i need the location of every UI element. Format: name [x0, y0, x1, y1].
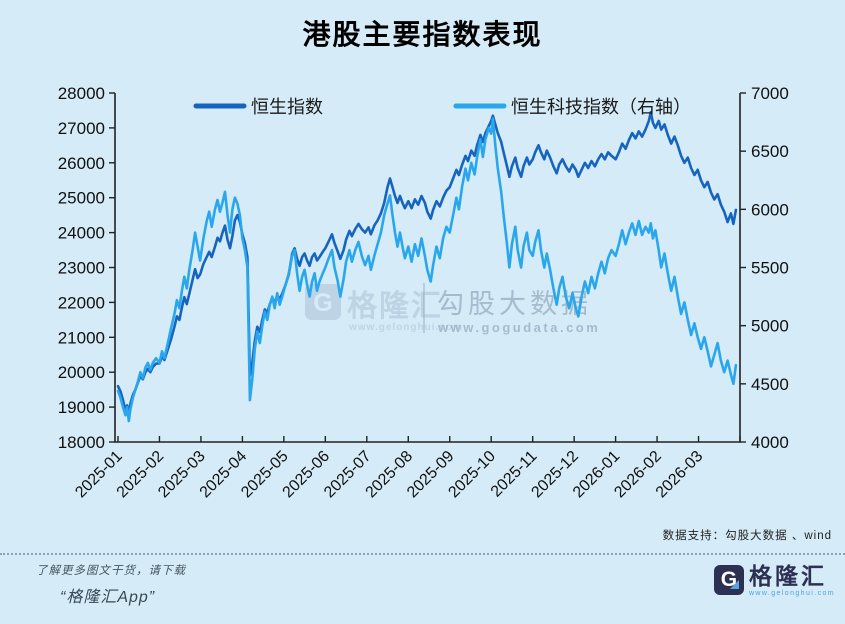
x-tick-label: 2026-03: [653, 448, 707, 502]
brand-logo: G 格隆汇 www.gelonghui.com: [713, 563, 835, 597]
y-right-tick-label: 6000: [751, 200, 789, 219]
data-support-note: 数据支持：勾股大数据 、wind: [662, 530, 832, 542]
watermark-logo-icon: [305, 284, 341, 320]
y-right-tick-label: 5000: [751, 317, 789, 336]
y-left-tick-label: 28000: [58, 84, 105, 103]
y-left-tick-label: 18000: [58, 433, 105, 452]
brand-site-url: www.gelonghui.com: [748, 590, 835, 597]
y-left-tick-label: 21000: [58, 328, 105, 347]
y-right-tick-label: 6500: [751, 142, 789, 161]
promo-line1: 了解更多图文干货，请下载: [36, 565, 186, 577]
legend-label: 恒生科技指数（右轴）: [511, 97, 691, 117]
y-right-tick-label: 4500: [751, 375, 789, 394]
y-right-tick-label: 5500: [751, 259, 789, 278]
y-left-tick-label: 27000: [58, 119, 105, 138]
y-left-tick-label: 20000: [58, 363, 105, 382]
watermark-logo-icon-bg: [305, 284, 341, 320]
index-performance-chart: G 格隆汇 www.gelonghui.com 勾股大数据 www.goguda…: [58, 84, 789, 502]
promo-line2: “格隆汇App”: [60, 589, 156, 606]
y-left-tick-label: 22000: [58, 293, 105, 312]
watermark-name: 勾股大数据: [437, 289, 592, 319]
y-right-tick-label: 7000: [751, 84, 789, 103]
y-right-tick-label: 4000: [751, 433, 789, 452]
watermark: G 格隆汇 www.gelonghui.com 勾股大数据 www.goguda…: [305, 283, 600, 335]
y-left-tick-label: 26000: [58, 154, 105, 173]
watermark-brand-url: www.gelonghui.com: [348, 322, 463, 333]
series-line-0: [116, 110, 738, 416]
x-tick-label: 2025-10: [445, 448, 499, 502]
brand-arrow-icon: [729, 580, 739, 589]
brand-logo-icon: G: [713, 565, 744, 595]
watermark-logo-letter: G: [313, 289, 332, 317]
footer-promo: 了解更多图文干货，请下载 “格隆汇App”: [36, 562, 186, 607]
y-left-tick-label: 19000: [58, 398, 105, 417]
y-left-tick-label: 23000: [58, 259, 105, 278]
legend-label: 恒生指数: [251, 97, 323, 117]
page-title: 港股主要指数表现: [302, 19, 543, 50]
y-left-tick-label: 24000: [58, 224, 105, 243]
series-line-1: [116, 117, 738, 423]
watermark-brand-text: 格隆汇: [347, 290, 443, 323]
footer-divider: [0, 553, 845, 555]
brand-name: 格隆汇: [748, 563, 827, 589]
y-left-tick-label: 25000: [58, 189, 105, 208]
watermark-url: www.gogudata.com: [437, 320, 600, 335]
